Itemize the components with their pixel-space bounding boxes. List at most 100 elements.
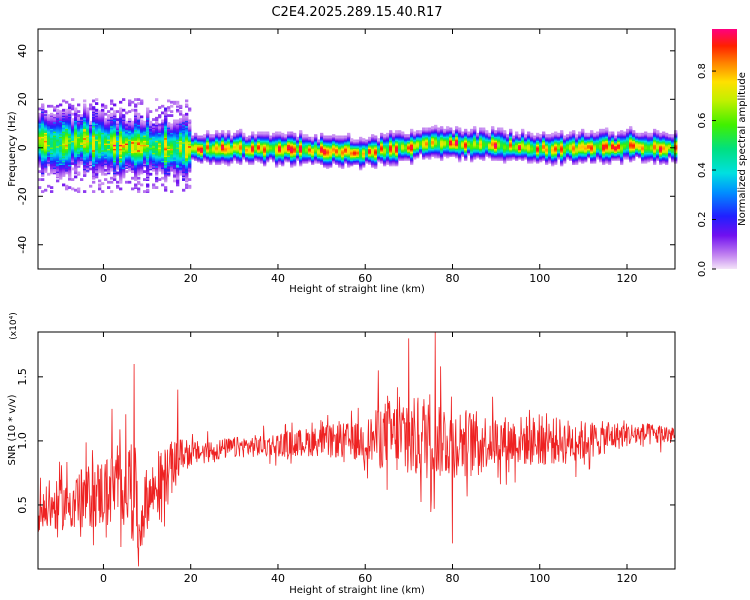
heatmap-cell bbox=[56, 104, 60, 108]
heatmap-cell bbox=[374, 135, 378, 139]
heatmap-cell bbox=[83, 103, 87, 107]
heatmap-cell bbox=[185, 183, 189, 187]
heatmap-cell bbox=[161, 176, 165, 180]
heatmap-cell bbox=[83, 190, 87, 193]
heatmap-cell bbox=[188, 178, 192, 181]
heatmap-cell bbox=[467, 131, 471, 135]
heatmap-cell bbox=[206, 130, 210, 133]
heatmap-cell bbox=[188, 107, 192, 111]
heatmap-cell bbox=[77, 116, 81, 120]
heatmap-cell bbox=[74, 107, 78, 111]
heatmap-cell bbox=[353, 139, 357, 143]
heatmap-cell bbox=[131, 100, 135, 104]
heatmap-cell bbox=[347, 132, 351, 136]
heatmap-cell bbox=[110, 190, 114, 193]
heatmap-cell bbox=[95, 102, 99, 105]
heatmap-cell bbox=[278, 131, 282, 135]
heatmap-cell bbox=[356, 139, 360, 143]
heatmap-cell bbox=[149, 110, 153, 113]
heatmap-cell bbox=[503, 130, 507, 133]
heatmap-cell bbox=[395, 130, 399, 133]
heatmap-cell bbox=[344, 135, 348, 139]
heatmap-cell bbox=[173, 179, 177, 183]
heatmap-cell bbox=[137, 180, 141, 184]
heatmap-cell bbox=[425, 127, 429, 131]
heatmap-cell bbox=[182, 188, 186, 192]
heatmap-cell bbox=[47, 114, 51, 117]
heatmap-cell bbox=[443, 128, 447, 132]
heatmap-cell bbox=[176, 108, 180, 112]
heatmap-cell bbox=[362, 138, 366, 141]
heatmap-cell bbox=[80, 178, 84, 181]
heatmap-cell bbox=[263, 131, 267, 135]
heatmap-cell bbox=[125, 111, 129, 115]
heatmap-cell bbox=[152, 186, 156, 189]
heatmap-cell bbox=[68, 103, 72, 107]
heatmap-cell bbox=[494, 130, 498, 133]
heatmap-cell bbox=[89, 167, 93, 171]
heatmap-cell bbox=[137, 176, 141, 180]
heatmap-cell bbox=[251, 131, 255, 135]
heatmap-cell bbox=[506, 134, 510, 137]
heatmap-cell bbox=[170, 123, 174, 127]
heatmap-cell bbox=[86, 107, 90, 111]
heatmap-cell bbox=[341, 135, 345, 139]
heatmap-cell bbox=[134, 183, 138, 187]
heatmap-cell bbox=[257, 131, 261, 135]
heatmap-cell bbox=[458, 127, 462, 131]
heatmap-cell bbox=[509, 128, 513, 132]
heatmap-cell bbox=[155, 179, 159, 183]
heatmap-cell bbox=[173, 174, 177, 177]
heatmap-cell bbox=[317, 139, 321, 143]
heatmap-cell bbox=[446, 126, 450, 129]
heatmap-cell bbox=[83, 99, 87, 103]
heatmap-cell bbox=[125, 120, 129, 124]
heatmap-cell bbox=[71, 104, 75, 108]
heatmap-cell bbox=[71, 107, 75, 111]
heatmap-cell bbox=[56, 179, 60, 183]
heatmap-cell bbox=[173, 100, 177, 104]
heatmap-cell bbox=[104, 172, 108, 176]
heatmap-cell bbox=[272, 132, 276, 136]
heatmap-cell bbox=[152, 118, 156, 121]
heatmap-cell bbox=[65, 108, 69, 112]
heatmap-cell bbox=[164, 107, 168, 111]
heatmap-cell bbox=[59, 110, 63, 113]
heatmap-cell bbox=[314, 134, 318, 137]
heatmap-cell bbox=[368, 136, 372, 140]
heatmap-cell bbox=[299, 130, 303, 133]
heatmap-cell bbox=[89, 103, 93, 107]
heatmap-cell bbox=[146, 183, 150, 187]
heatmap-cell bbox=[140, 115, 144, 119]
heatmap-cell bbox=[74, 188, 78, 192]
heatmap-cell bbox=[140, 119, 144, 123]
heatmap-cell bbox=[260, 131, 264, 135]
heatmap-cell bbox=[215, 130, 219, 133]
heatmap-cell bbox=[140, 99, 144, 103]
heatmap-cell bbox=[128, 118, 132, 121]
heatmap-cell bbox=[77, 171, 81, 175]
heatmap-cell bbox=[179, 104, 183, 108]
heatmap-cell bbox=[152, 123, 156, 127]
heatmap-cell bbox=[71, 118, 75, 121]
heatmap-cell bbox=[116, 180, 120, 184]
heatmap-cell bbox=[359, 136, 363, 140]
heatmap-cell bbox=[188, 184, 192, 188]
heatmap-cell bbox=[146, 188, 150, 192]
heatmap-cell bbox=[74, 175, 78, 179]
heatmap-cell bbox=[455, 126, 459, 129]
heatmap-cell bbox=[38, 186, 42, 189]
heatmap-cell bbox=[476, 132, 480, 136]
heatmap-cell bbox=[47, 104, 51, 108]
heatmap-cell bbox=[38, 170, 42, 173]
heatmap-cell bbox=[221, 130, 225, 133]
heatmap-cell bbox=[326, 135, 330, 139]
heatmap-cell bbox=[104, 104, 108, 108]
heatmap-cell bbox=[470, 128, 474, 132]
heatmap-cell bbox=[152, 183, 156, 187]
heatmap-cell bbox=[170, 100, 174, 104]
heatmap-cell bbox=[392, 132, 396, 136]
heatmap-cell bbox=[56, 108, 60, 112]
heatmap-cell bbox=[524, 134, 528, 137]
heatmap-cell bbox=[371, 134, 375, 137]
